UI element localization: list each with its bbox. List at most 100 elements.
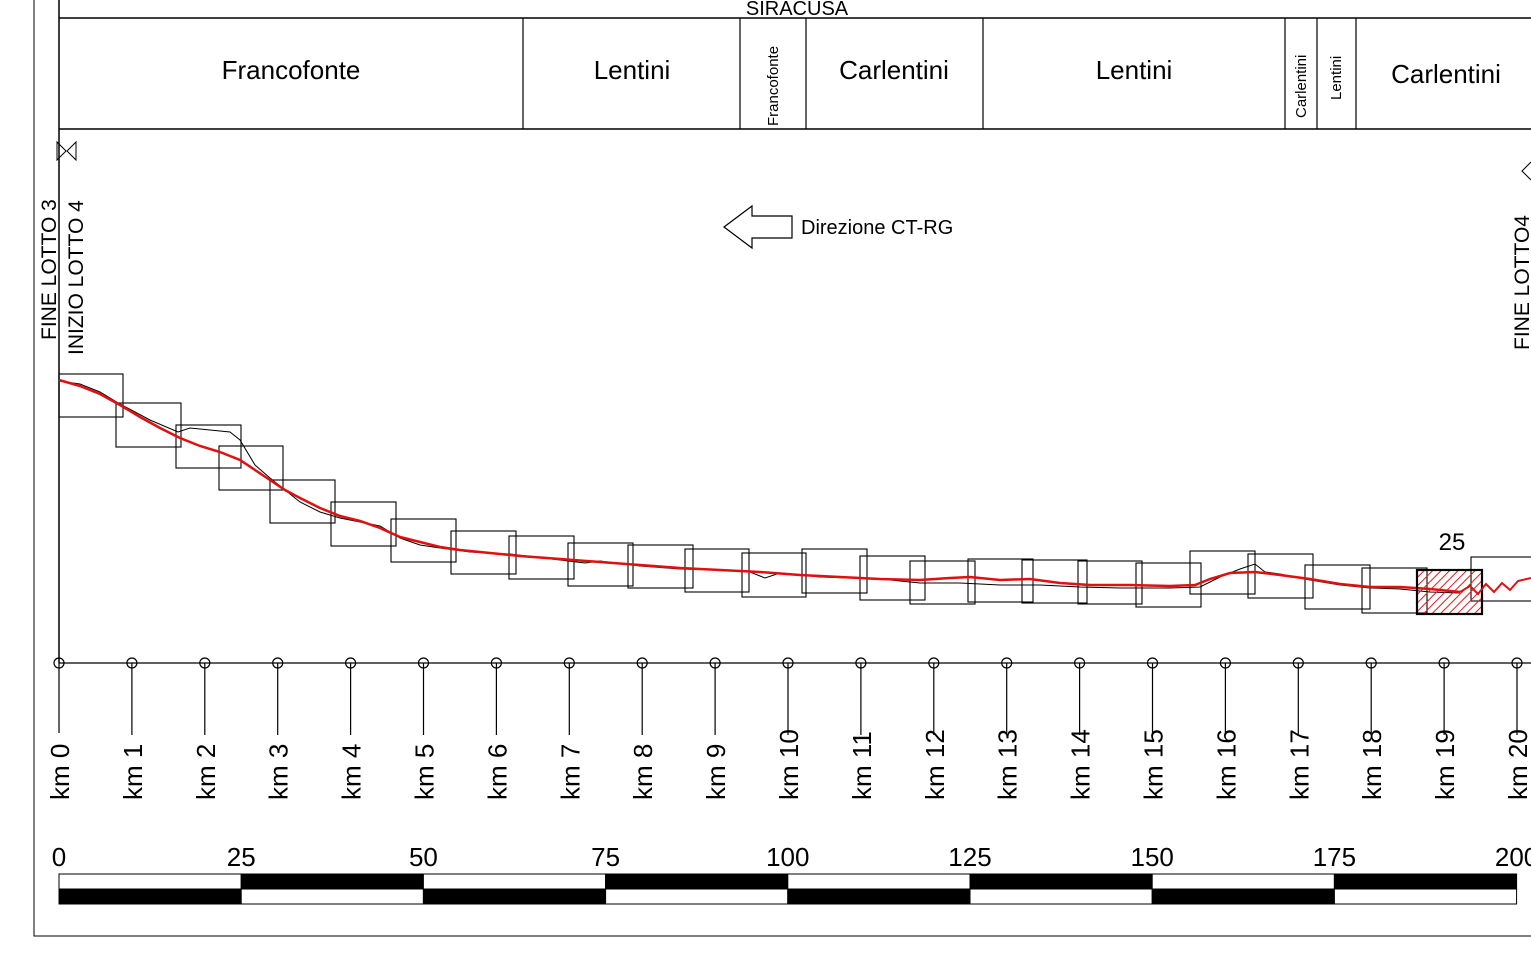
lot-boundary-left-triangle-icon (56, 140, 67, 162)
scale-segment (1151, 888, 1335, 905)
highlighted-sheet: 25 (1415, 529, 1531, 616)
km-node-icon (53, 657, 65, 669)
km-node-icon (1073, 657, 1086, 669)
red-squiggle-tail (1459, 577, 1531, 596)
highlighted-sheet-frame (1415, 568, 1484, 616)
km-label: km 17 (1284, 729, 1314, 800)
municipality-cell: Lentini (1328, 56, 1345, 100)
fine-lotto4-label: FINE LOTTO4 (1511, 215, 1531, 350)
km-label: km 2 (191, 744, 221, 800)
km-label: km 14 (1066, 729, 1096, 800)
km-node-icon (345, 657, 357, 669)
scale-label: 25 (227, 842, 256, 872)
municipality-cell: Carlentini (1391, 59, 1501, 89)
km-label: km 9 (701, 744, 731, 800)
sheet-frame-box (218, 445, 284, 491)
lot-markers: FINE LOTTO 3 INIZIO LOTTO 4 FINE LOTTO4 (38, 140, 1531, 355)
scale-label: 125 (948, 842, 991, 872)
km-node-icon (709, 657, 721, 669)
scale-label: 175 (1313, 842, 1356, 872)
km-node-icon (1219, 657, 1232, 669)
sheet-frame (33, 0, 1531, 937)
km-label: km 0 (45, 744, 75, 800)
sheet-frame-box (801, 548, 868, 594)
scale-segment (787, 888, 971, 905)
sheet-frame-box (1077, 560, 1143, 605)
municipality-cell: Carlentini (839, 55, 949, 85)
municipality-table: SIRACUSA Francofonte Lentini Francofonte… (58, 0, 1531, 130)
scale-segment (1333, 888, 1518, 905)
km-axis: km 0 km 1 km 2 km 3 km 4 km 5 km 6 km 7 km 8 km 9… (45, 657, 1531, 800)
km-label: km 5 (410, 744, 440, 800)
km-label: km 3 (264, 744, 294, 800)
km-label: km 13 (993, 729, 1023, 800)
km-node-icon (1292, 657, 1304, 669)
design-profile-line (58, 378, 1461, 594)
km-label: km 6 (482, 744, 512, 800)
km-node-icon (199, 657, 211, 669)
km-node-icon (417, 657, 430, 669)
sheet-frame-box (330, 501, 397, 547)
scale-segment (422, 873, 607, 890)
km-label: km 8 (628, 744, 658, 800)
km-node-icon (1365, 657, 1377, 669)
sheet-frames (58, 373, 1531, 614)
direction-indicator: Direzione CT-RG (723, 204, 953, 250)
km-label: km 7 (555, 744, 585, 800)
scale-segment (787, 873, 971, 890)
terrain-profile-line (58, 380, 1461, 594)
scale-segment (58, 873, 242, 890)
km-node-icon (855, 657, 867, 669)
scale-label: 100 (766, 842, 809, 872)
highlighted-sheet-number: 25 (1439, 529, 1466, 556)
km-node-icon (636, 657, 648, 669)
km-label: km 12 (920, 729, 950, 800)
scale-bar: 0 25 50 75 100 125 150 175 200 (52, 842, 1531, 905)
km-node-icon (782, 657, 794, 669)
sheet-frame-box (1021, 559, 1088, 604)
km-label: km 15 (1139, 729, 1169, 800)
scale-segment (1151, 873, 1335, 890)
scale-label: 0 (52, 842, 66, 872)
km-node-icon (1001, 657, 1013, 669)
scale-segment (240, 873, 424, 890)
km-label: km 4 (337, 744, 367, 800)
municipality-cell: Lentini (1096, 55, 1173, 85)
lot-boundary-right-triangle-icon (66, 140, 77, 162)
sheet-frame-box (58, 373, 124, 418)
km-node-icon (1511, 657, 1523, 669)
lot-boundary-end-triangle-icon (1521, 161, 1531, 181)
km-label: km 1 (118, 744, 148, 800)
fine-lotto-3-label: FINE LOTTO 3 (38, 199, 61, 340)
scale-label: 50 (409, 842, 438, 872)
municipality-cell: Carlentini (1293, 55, 1310, 118)
sheet-frame-box (390, 518, 457, 563)
km-node-icon (563, 657, 575, 669)
km-node-icon (272, 657, 284, 669)
scale-segment (969, 873, 1153, 890)
scale-segment (58, 888, 242, 905)
scale-segment (1333, 873, 1518, 890)
municipality-cell: Lentini (594, 55, 671, 85)
km-node-icon (1146, 657, 1159, 669)
scale-segment (605, 888, 789, 905)
direction-label: Direzione CT-RG (801, 217, 953, 239)
scale-segment (422, 888, 607, 905)
km-node-icon (1438, 657, 1450, 669)
scale-segment (969, 888, 1153, 905)
municipality-cell: Francofonte (765, 46, 782, 126)
km-label: km 16 (1211, 729, 1241, 800)
left-arrow-icon (723, 204, 793, 250)
km-node-icon (490, 657, 502, 669)
province-label: SIRACUSA (746, 0, 849, 20)
km-label: km 20 (1503, 729, 1531, 800)
sheet-frame-box (450, 530, 517, 575)
km-node-icon (126, 657, 138, 669)
municipality-cell: Francofonte (222, 55, 361, 85)
km-label: km 18 (1357, 729, 1387, 800)
scale-segment (605, 873, 789, 890)
scale-label: 75 (591, 842, 620, 872)
sheet-frame-box (508, 535, 575, 580)
scale-label: 150 (1131, 842, 1174, 872)
